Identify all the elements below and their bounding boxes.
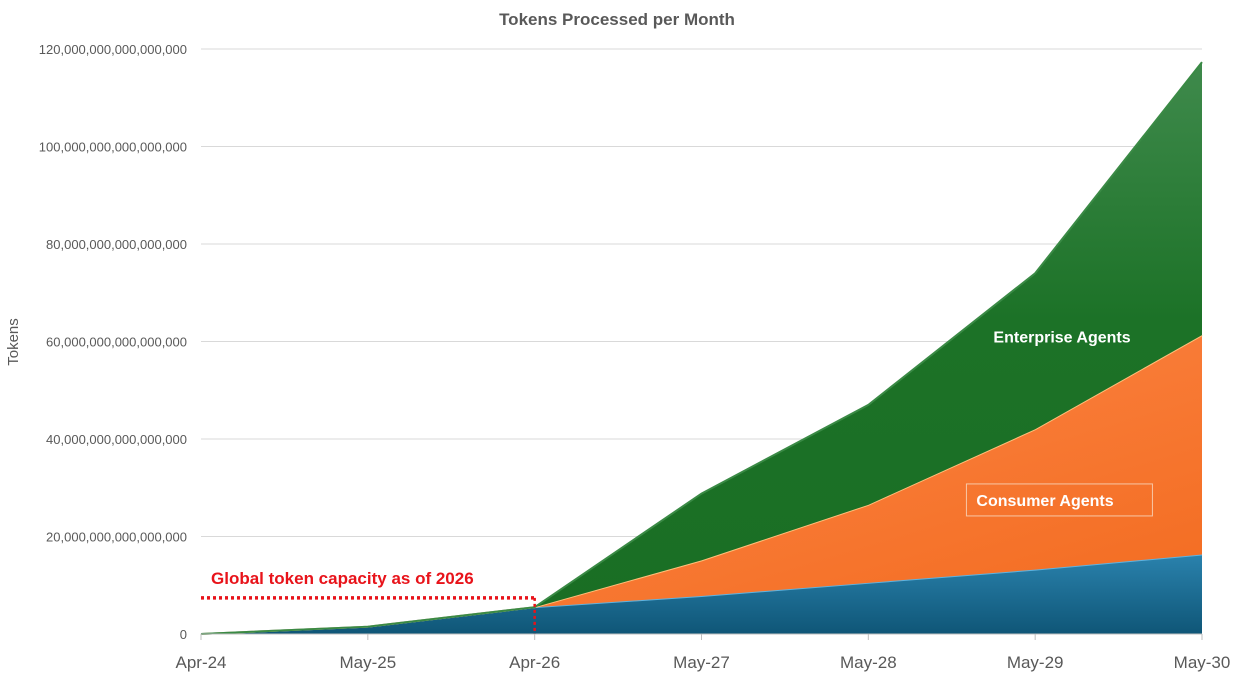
y-tick-label: 100,000,000,000,000,000 [39, 140, 187, 155]
x-tick-label: May-25 [339, 653, 396, 672]
axes: 0 20,000,000,000,000,000 40,000,000,000,00… [39, 42, 1231, 672]
annotations: Global token capacity as of 2026 Enterpri… [201, 330, 1153, 634]
annotation-box [965, 483, 1153, 517]
y-tick-label: 20,000,000,000,000,000 [46, 530, 187, 545]
series-enterprise-agents-area [201, 62, 1202, 635]
y-tick-label: 120,000,000,000,000,000 [39, 42, 187, 57]
x-tick-label: May-29 [1007, 653, 1064, 672]
y-tick-label: 80,000,000,000,000,000 [46, 237, 187, 252]
x-tick-label: May-28 [840, 653, 897, 672]
chart-title: Tokens Processed per Month [499, 10, 735, 29]
y-tick-label: 60,000,000,000,000,000 [46, 335, 187, 350]
x-tick-label: Apr-24 [175, 653, 226, 672]
y-axis-label: Tokens [5, 318, 22, 366]
y-tick-label: 40,000,000,000,000,000 [46, 432, 187, 447]
enterprise-agents-label: Enterprise Agents [993, 330, 1130, 347]
series-consumer-agents-area [201, 335, 1202, 634]
series-top-edge [200, 61, 1203, 635]
series-base-area [201, 554, 1202, 634]
x-tick-label: May-30 [1174, 653, 1231, 672]
y-tick-label: 0 [180, 627, 187, 642]
consumer-agents-label: Consumer Agents [976, 493, 1113, 510]
x-tick-label: Apr-26 [509, 653, 560, 672]
area-series [200, 61, 1203, 635]
capacity-label: Global token capacity as of 2026 [211, 569, 474, 588]
x-tick-label: May-27 [673, 653, 730, 672]
